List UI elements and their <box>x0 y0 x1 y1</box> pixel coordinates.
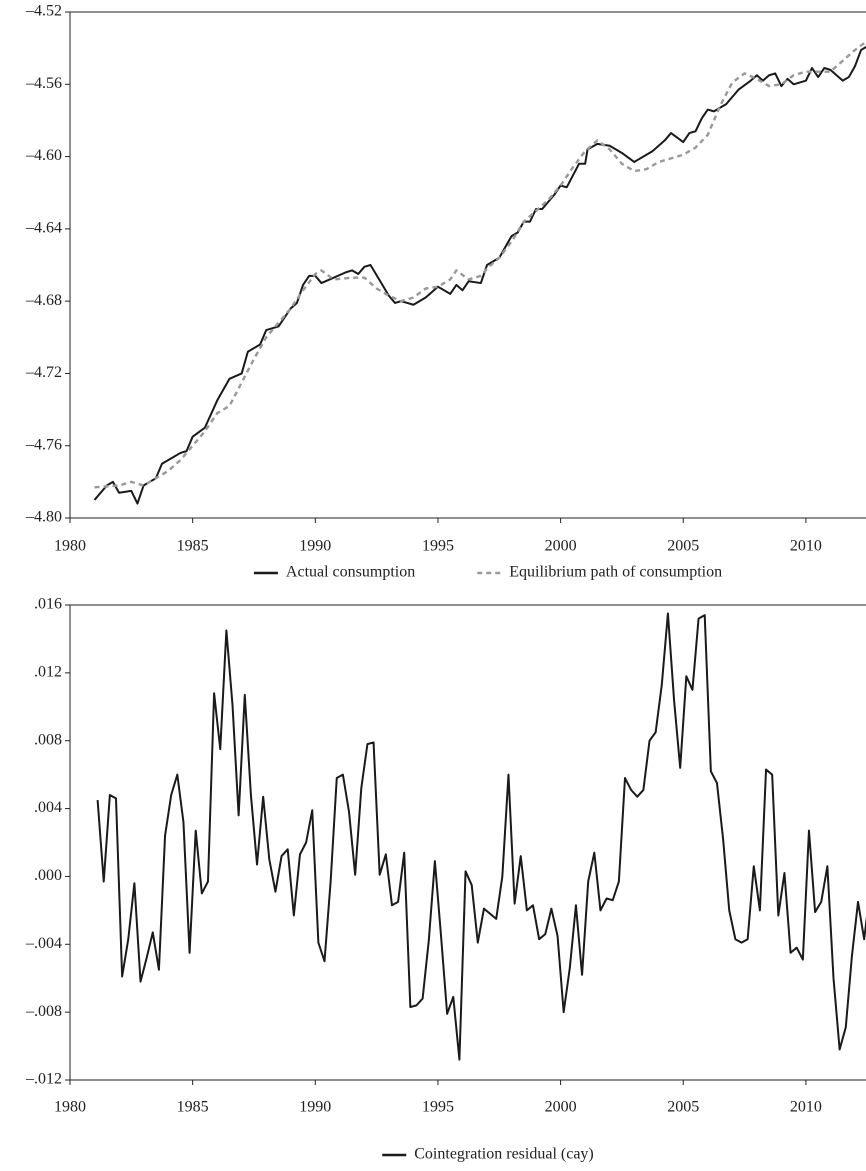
legend-label: Cointegration residual (cay) <box>414 1146 594 1163</box>
y-tick-label: .016 <box>34 596 62 613</box>
x-tick-label: 1985 <box>177 1099 209 1116</box>
y-tick-label: –.012 <box>25 1071 62 1088</box>
x-tick-label: 1985 <box>177 538 209 555</box>
y-tick-label: –4.64 <box>25 220 62 237</box>
legend-label: Actual consumption <box>286 564 415 581</box>
x-tick-label: 2005 <box>667 1099 699 1116</box>
y-tick-label: –4.68 <box>25 292 62 309</box>
y-tick-label: .000 <box>34 867 62 884</box>
y-tick-label: –4.80 <box>25 509 62 526</box>
x-tick-label: 2000 <box>545 1099 577 1116</box>
legend: Actual consumption Equilibrium path of co… <box>253 564 722 581</box>
y-tick-label: –4.52 <box>25 3 62 20</box>
y-tick-label: .012 <box>34 664 62 681</box>
x-tick-label: 2005 <box>667 538 699 555</box>
y-tick-label: –4.56 <box>25 75 62 92</box>
plot-area <box>96 612 866 1061</box>
y-tick-label: –4.60 <box>25 147 62 164</box>
x-tick-label: 1980 <box>54 538 86 555</box>
y-tick-label: .008 <box>34 731 62 748</box>
legend: Cointegration residual (cay) <box>382 1146 594 1163</box>
y-tick-label: –4.72 <box>25 364 62 381</box>
series-line <box>93 45 866 505</box>
legend-label: Equilibrium path of consumption <box>509 564 722 581</box>
x-tick-label: 1995 <box>422 538 454 555</box>
x-tick-label: 2010 <box>790 538 822 555</box>
series-line <box>96 612 866 1061</box>
x-tick-label: 2000 <box>545 538 577 555</box>
y-tick-label: –.004 <box>25 935 62 952</box>
y-tick-label: .004 <box>34 799 62 816</box>
y-tick-label: –4.76 <box>25 436 62 453</box>
x-tick-label: 1980 <box>54 1099 86 1116</box>
y-tick-label: –.008 <box>25 1003 62 1020</box>
plot-area <box>93 40 866 505</box>
x-tick-label: 1990 <box>299 1099 331 1116</box>
x-tick-label: 1995 <box>422 1099 454 1116</box>
series-line <box>94 40 866 489</box>
x-tick-label: 1990 <box>299 538 331 555</box>
x-tick-label: 2010 <box>790 1099 822 1116</box>
